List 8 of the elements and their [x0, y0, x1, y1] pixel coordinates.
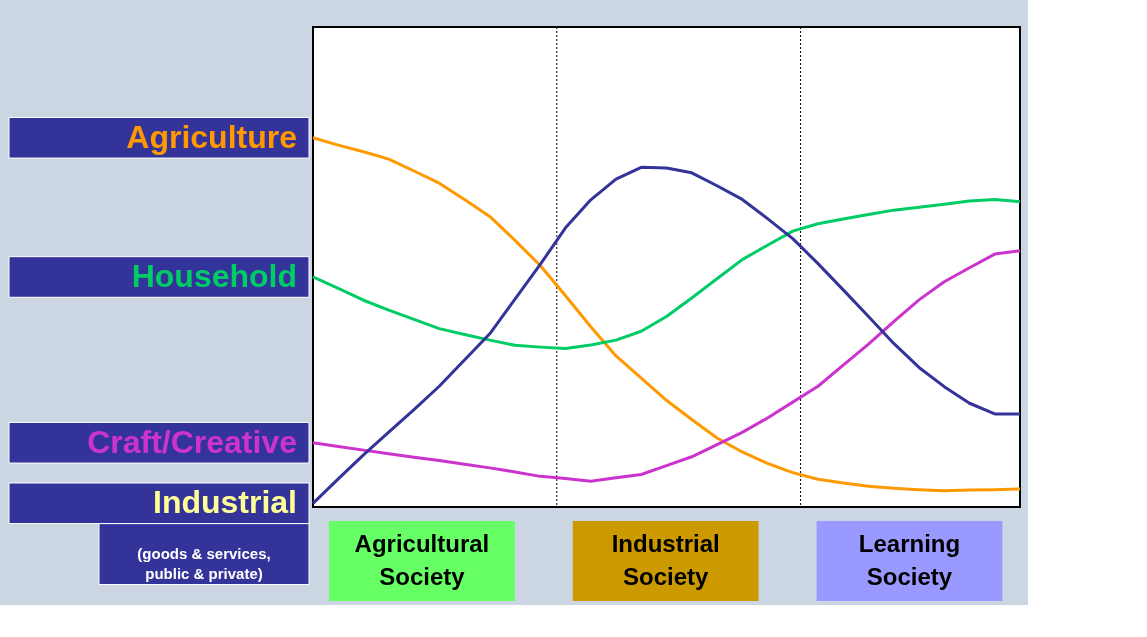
series-label: Agriculture — [126, 118, 297, 155]
series-label: Craft/Creative — [87, 423, 297, 460]
text: Agricultural Society — [354, 530, 490, 590]
series-label: Industrial — [152, 484, 297, 521]
series-label: Household — [131, 257, 297, 294]
text: Learning Society — [858, 530, 961, 590]
text: (goods & services, public & private) — [137, 545, 271, 583]
text: Industrial Society — [611, 530, 720, 590]
